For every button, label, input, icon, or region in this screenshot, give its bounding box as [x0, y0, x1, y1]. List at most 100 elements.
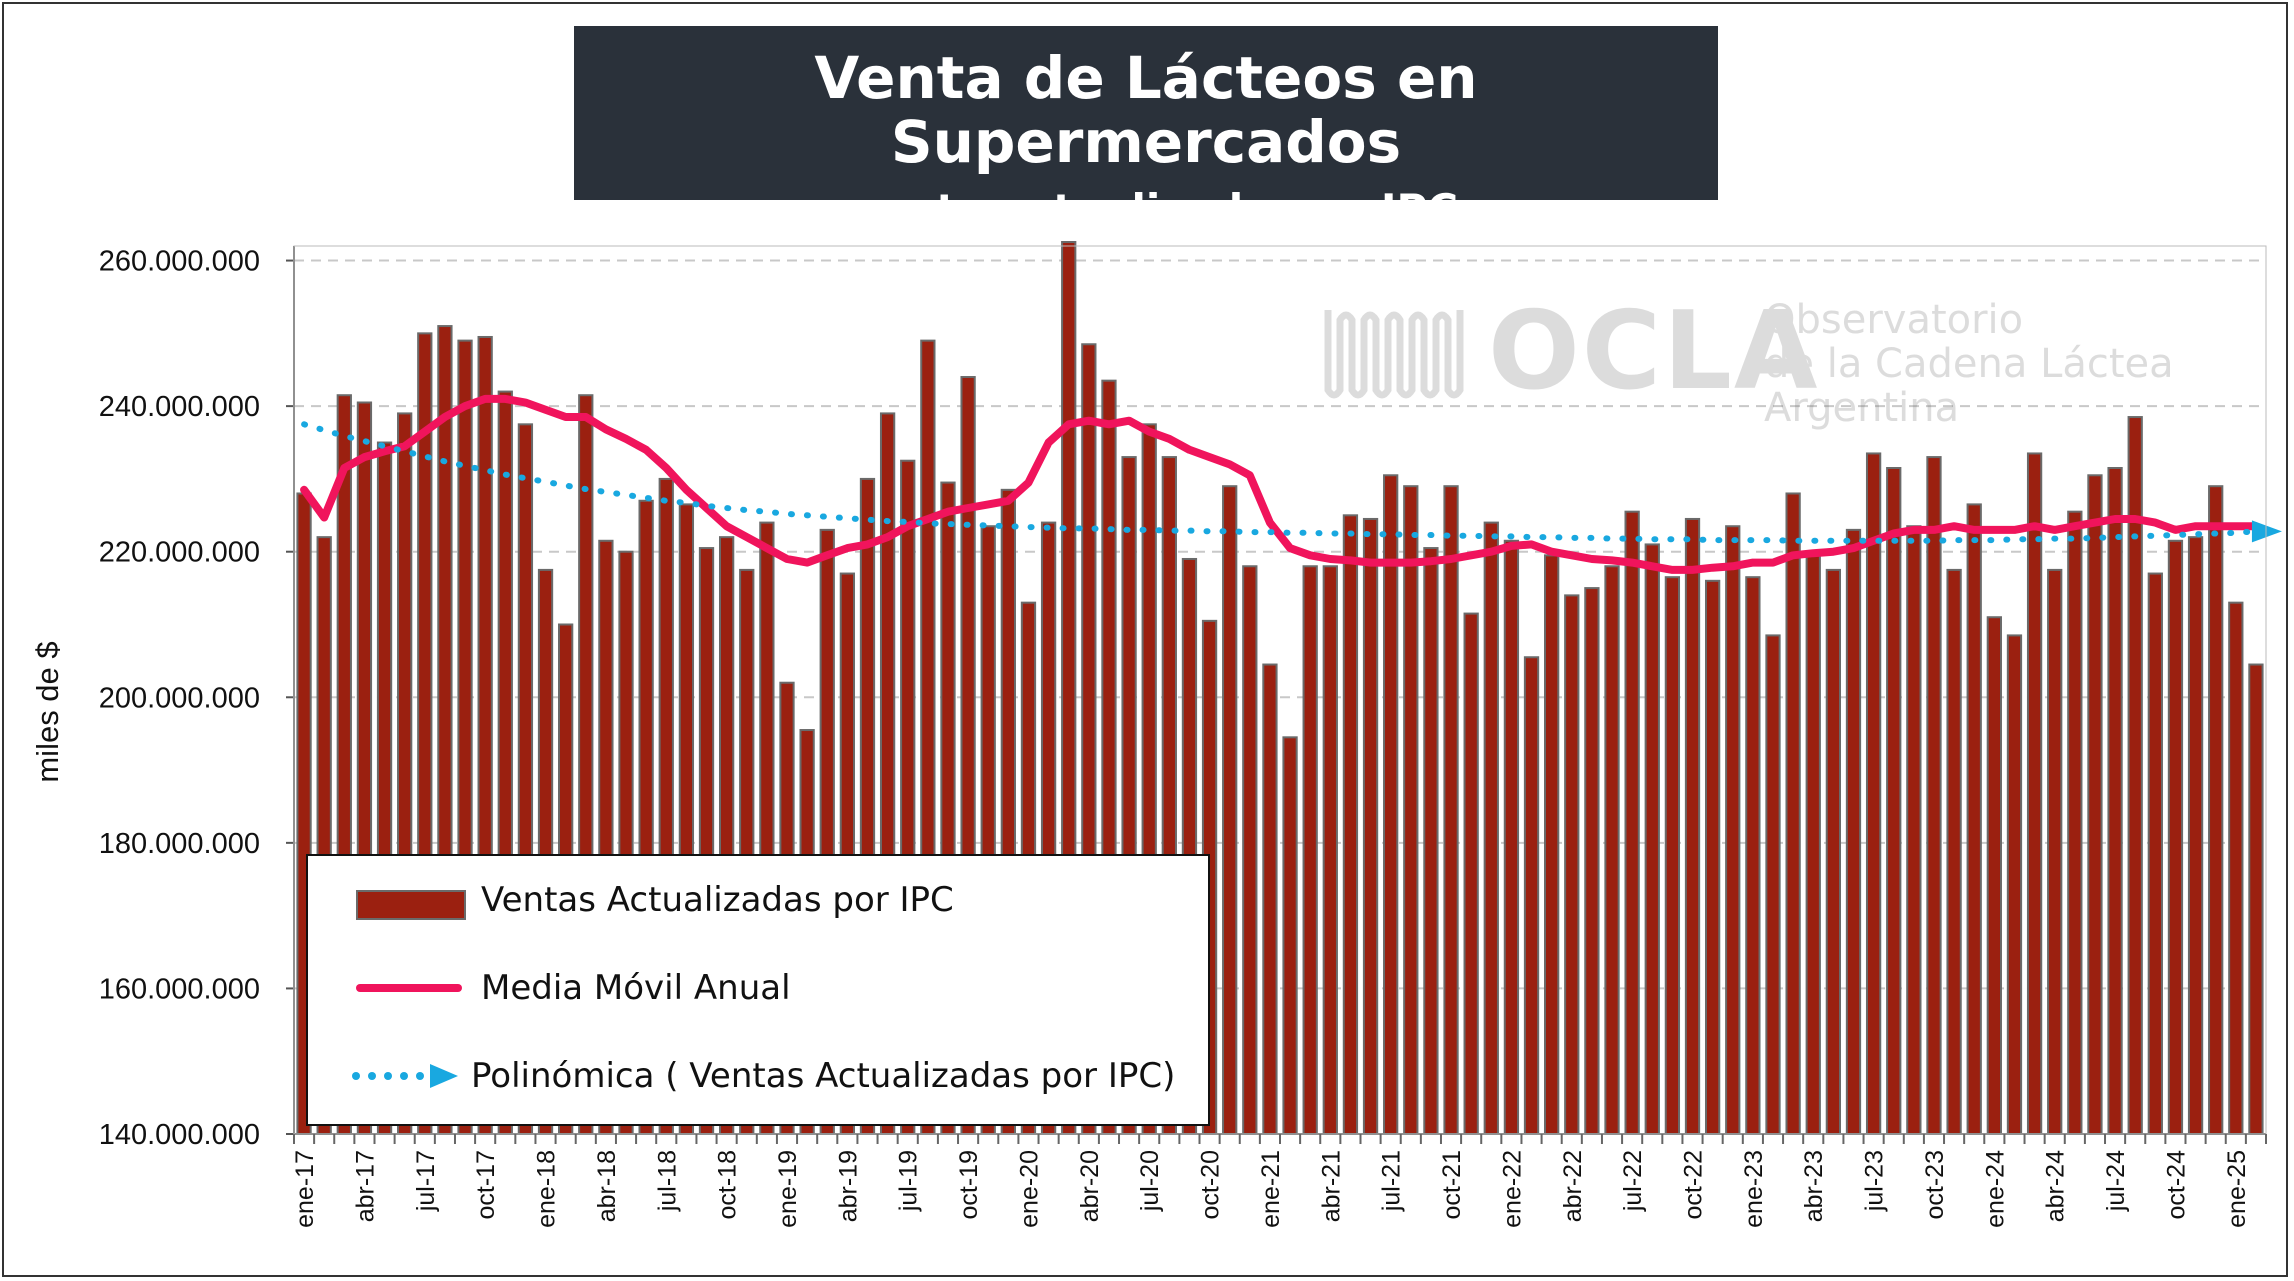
bar — [1383, 474, 1399, 1135]
x-tick-label: oct-21 — [1438, 1150, 1466, 1219]
bar — [2087, 474, 2103, 1135]
bar — [1745, 576, 1761, 1135]
legend-label-trend: Polinómica ( Ventas Actualizadas por IPC… — [471, 1056, 1176, 1096]
moving-average-line — [300, 394, 2260, 574]
bar — [1222, 485, 1238, 1135]
x-tick-label: oct-18 — [714, 1150, 742, 1219]
bar — [2107, 467, 2123, 1135]
bar — [2127, 416, 2143, 1135]
bar — [1403, 485, 1419, 1135]
bar — [1564, 594, 1580, 1135]
bar — [1483, 521, 1499, 1135]
bar — [1825, 568, 1842, 1135]
bar — [1604, 565, 1620, 1135]
chart-subtitle: - monto actualizado por IPC - — [801, 185, 1491, 234]
y-axis-label: miles de $ — [30, 641, 65, 782]
bar — [1584, 587, 1600, 1135]
x-tick-label: oct-17 — [472, 1150, 500, 1219]
x-tick-label: jul-24 — [2102, 1150, 2130, 1212]
chart-title: Venta de Lácteos en Supermercados — [814, 44, 1478, 176]
bar — [2187, 536, 2204, 1135]
x-tick-label: ene-23 — [1740, 1150, 1768, 1228]
bar — [1302, 565, 1318, 1135]
x-tick-label: jul-21 — [1378, 1150, 1406, 1212]
axes: 140.000.000 160.000.000 180.000.000 200.000… — [99, 245, 2267, 1228]
bar — [1322, 565, 1338, 1135]
bar — [1845, 528, 1862, 1135]
line-swatch-icon — [356, 984, 462, 992]
line-series — [300, 394, 2282, 574]
bar — [2067, 510, 2083, 1135]
x-tick-label: ene-17 — [291, 1150, 319, 1228]
y-tick-label: 140.000.000 — [99, 1119, 260, 1151]
bar — [1664, 576, 1681, 1135]
bar — [1282, 736, 1298, 1135]
watermark-line-2: de la Cadena Láctea — [1764, 341, 2174, 387]
bar — [1262, 663, 1278, 1135]
bar — [2208, 485, 2224, 1135]
bar — [1704, 579, 1721, 1135]
bar — [1684, 517, 1701, 1135]
bar — [1463, 612, 1479, 1135]
x-tick-label: ene-24 — [1981, 1150, 2009, 1228]
y-tick-label: 200.000.000 — [99, 682, 260, 714]
bar — [2228, 601, 2244, 1135]
legend-item-trend: Polinómica ( Ventas Actualizadas por IPC… — [308, 1044, 1208, 1104]
y-tick-label: 220.000.000 — [99, 537, 260, 569]
waveform-logo-icon — [1324, 310, 1464, 399]
bar — [1362, 517, 1379, 1135]
x-tick-label: jul-18 — [653, 1150, 681, 1212]
bar — [1966, 503, 1982, 1135]
x-tick-label: ene-18 — [533, 1150, 561, 1228]
x-tick-label: ene-19 — [774, 1150, 802, 1228]
bar — [1765, 634, 1781, 1135]
legend-label-moving-average: Media Móvil Anual — [481, 968, 791, 1008]
bar — [1725, 525, 1741, 1135]
bar — [1886, 467, 1902, 1135]
bar — [1644, 543, 1660, 1135]
x-tick-label: ene-22 — [1498, 1150, 1526, 1228]
x-tick-label: jul-22 — [1619, 1150, 1647, 1212]
bar — [2047, 568, 2063, 1135]
bar — [1805, 554, 1821, 1135]
x-tick-label: oct-24 — [2162, 1150, 2190, 1220]
bar — [2006, 634, 2023, 1135]
trend-arrow-icon — [2251, 520, 2282, 543]
bar — [1926, 456, 1942, 1135]
x-tick-label: ene-20 — [1015, 1150, 1043, 1228]
x-tick-label: ene-21 — [1257, 1150, 1285, 1228]
x-tick-label: oct-19 — [955, 1150, 983, 1219]
bar — [2248, 663, 2264, 1135]
x-tick-label: jul-20 — [1136, 1150, 1164, 1212]
dotted-arrow-swatch-icon — [352, 1064, 458, 1088]
ocla-watermark: OCLA Observatorio de la Cadena Láctea Ar… — [1318, 292, 2178, 442]
bar — [1503, 539, 1520, 1135]
y-tick-label: 160.000.000 — [99, 973, 260, 1005]
bar — [2147, 572, 2163, 1135]
bar — [1624, 510, 1640, 1135]
bar — [1986, 616, 2002, 1135]
legend-item-bars: Ventas Actualizadas por IPC — [308, 868, 1208, 928]
polynomial-trend-line — [301, 421, 2259, 544]
bar-swatch-icon — [356, 890, 466, 920]
bar — [1523, 656, 1540, 1135]
bar — [1544, 554, 1560, 1135]
x-tick-label: abr-22 — [1559, 1150, 1587, 1222]
x-tick-label: abr-17 — [351, 1150, 379, 1222]
x-tick-label: jul-19 — [895, 1150, 923, 1212]
bar — [1906, 525, 1922, 1135]
x-tick-label: ene-25 — [2223, 1150, 2251, 1228]
legend: Ventas Actualizadas por IPC Media Móvil … — [306, 854, 1210, 1126]
watermark-line-1: Observatorio — [1764, 297, 2024, 343]
watermark-logo-text: OCLA — [1488, 289, 1820, 414]
bar — [1785, 492, 1801, 1135]
y-tick-label: 240.000.000 — [99, 391, 260, 423]
bar — [1423, 547, 1439, 1135]
x-tick-label: abr-18 — [593, 1150, 621, 1222]
watermark-line-3: Argentina — [1764, 385, 1960, 431]
x-tick-label: abr-19 — [834, 1150, 862, 1222]
x-tick-label: jul-23 — [1861, 1150, 1889, 1212]
x-tick-label: abr-20 — [1076, 1150, 1104, 1222]
bar — [2026, 452, 2043, 1135]
title-banner: Venta de Lácteos en Supermercados - mont… — [574, 26, 1718, 234]
